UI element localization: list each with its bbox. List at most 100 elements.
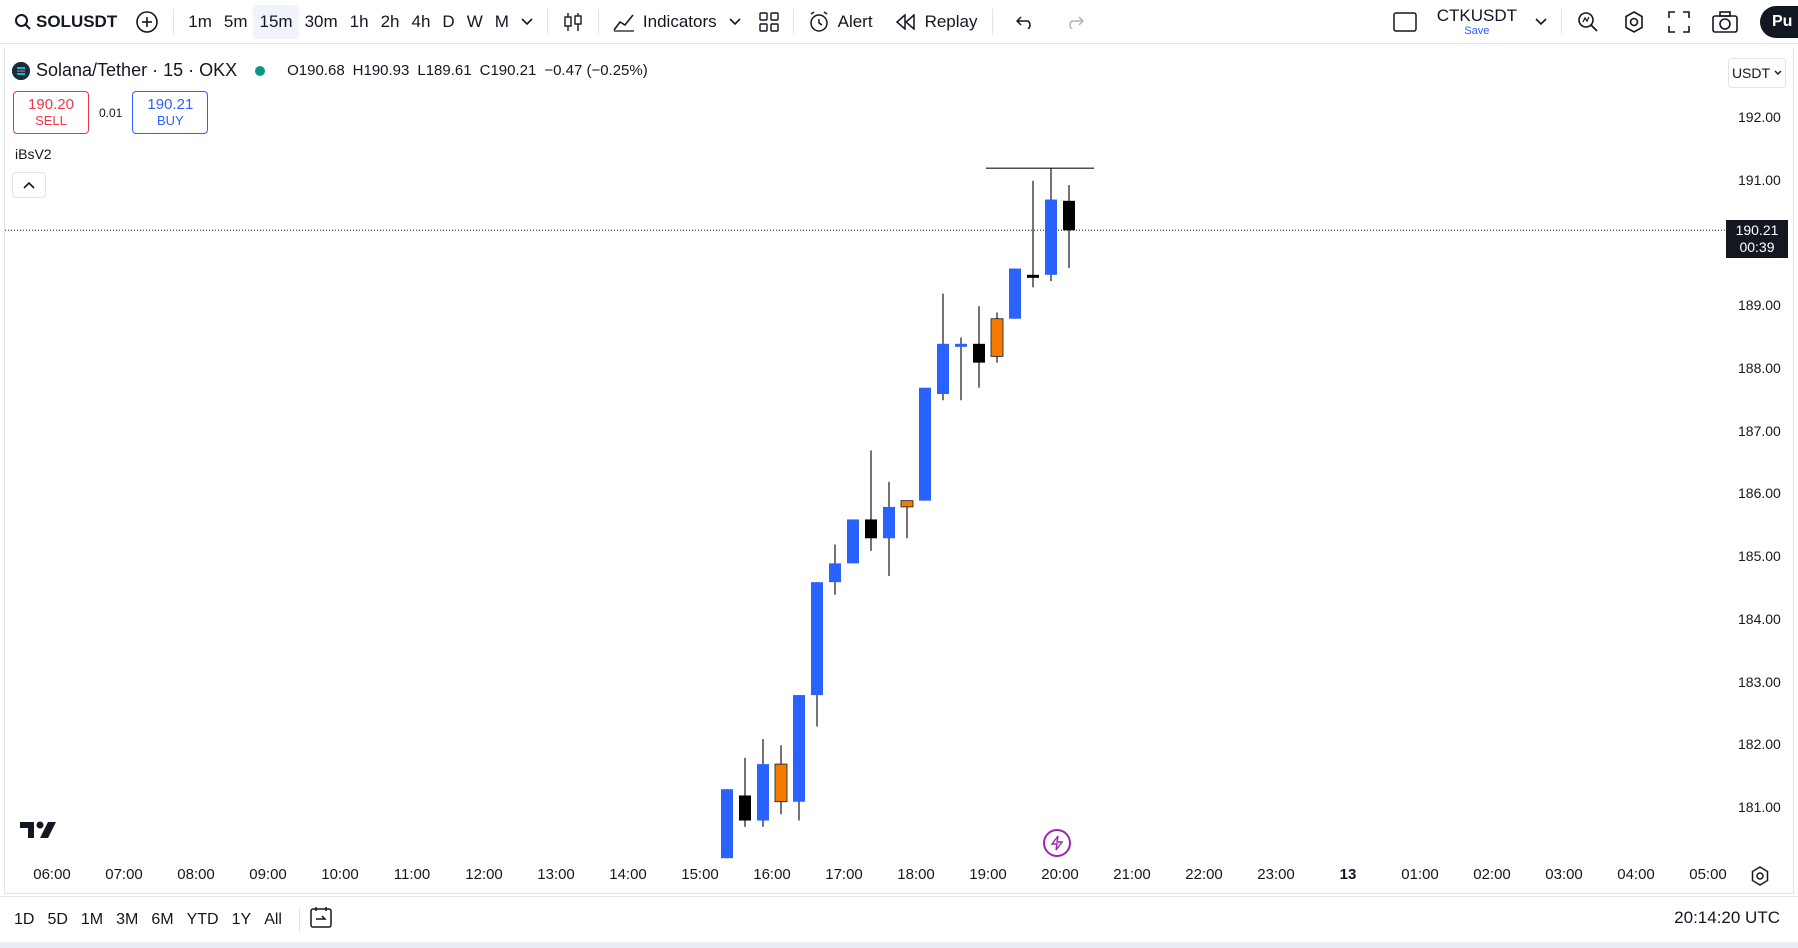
candle[interactable] [847, 519, 859, 564]
separator [173, 8, 175, 35]
quick-search-icon [1576, 10, 1600, 34]
buy-button[interactable]: 190.21 BUY [132, 91, 209, 134]
currency-dropdown[interactable]: USDT [1728, 58, 1786, 88]
interval-dropdown[interactable] [515, 5, 539, 39]
candle-countdown: 00:39 [1739, 239, 1775, 255]
time-tick-label: 01:00 [1401, 866, 1439, 883]
candle[interactable] [955, 337, 967, 401]
goto-date-button[interactable] [310, 906, 334, 933]
time-tick-label: 02:00 [1473, 866, 1511, 883]
collapse-legend-button[interactable] [12, 172, 46, 198]
candle[interactable] [883, 481, 895, 576]
price-tick-label: 189.00 [1738, 297, 1781, 314]
time-tick-label: 07:00 [105, 866, 143, 883]
settings-button[interactable] [1616, 5, 1652, 39]
range-YTD[interactable]: YTD [186, 910, 219, 928]
range-5D[interactable]: 5D [47, 910, 68, 928]
current-price-label: 190.21 00:39 [1726, 220, 1788, 258]
interval-5m[interactable]: 5m [223, 11, 248, 31]
chart-settings-button[interactable] [1750, 866, 1770, 891]
candle[interactable] [900, 500, 914, 539]
candle[interactable] [937, 293, 949, 401]
candle[interactable] [973, 306, 985, 388]
interval-1m[interactable]: 1m [188, 11, 212, 31]
layout-name-save[interactable]: CTKUSDT Save [1431, 5, 1523, 39]
interval-30m[interactable]: 30m [304, 11, 338, 31]
candle[interactable] [829, 544, 841, 595]
candle[interactable] [774, 745, 788, 815]
chevron-down-icon [729, 17, 741, 26]
time-tick-label: 09:00 [249, 866, 287, 883]
layout-button[interactable] [1387, 5, 1423, 39]
search-icon [14, 13, 32, 31]
candle[interactable] [990, 312, 1004, 363]
undo-button[interactable] [1009, 5, 1041, 39]
candle[interactable] [757, 739, 769, 827]
snapshot-button[interactable] [1706, 5, 1744, 39]
interval-4h[interactable]: 4h [411, 11, 431, 31]
top-toolbar: SOLUSDT 1m 5m 15m 30m 1h 2h 4h D W M [0, 0, 1798, 44]
range-1Y[interactable]: 1Y [231, 910, 252, 928]
separator [298, 907, 300, 932]
candle[interactable] [919, 387, 931, 501]
candle[interactable] [739, 757, 751, 827]
replay-label: Replay [924, 11, 978, 31]
candle[interactable] [1063, 185, 1075, 268]
indicator-legend[interactable]: iBsV2 [15, 146, 52, 162]
alert-button[interactable]: Alert [802, 5, 879, 39]
interval-15m[interactable]: 15m [253, 4, 299, 39]
indicators-button[interactable]: Indicators [607, 5, 723, 39]
separator [1561, 8, 1562, 35]
replay-button[interactable]: Replay [889, 5, 984, 39]
interval-W[interactable]: W [466, 11, 483, 31]
indicator-templates-dropdown[interactable] [723, 5, 747, 39]
candle-body [739, 795, 751, 821]
redo-button[interactable] [1059, 5, 1091, 39]
chevron-up-icon [23, 181, 35, 189]
candle[interactable] [721, 789, 733, 859]
quick-search-button[interactable] [1570, 5, 1606, 39]
candle-body [1045, 199, 1057, 275]
price-tick-label: 181.00 [1738, 799, 1781, 815]
redo-icon [1065, 15, 1085, 29]
layout-dropdown[interactable] [1529, 5, 1553, 39]
ohlc-open: O190.68 [287, 62, 345, 79]
chevron-down-icon [1535, 17, 1547, 26]
interval-M[interactable]: M [494, 11, 509, 31]
candle-body [1027, 274, 1039, 278]
range-3M[interactable]: 3M [116, 910, 139, 928]
candle[interactable] [1045, 168, 1057, 282]
candle-body [847, 519, 859, 564]
candle[interactable] [1027, 180, 1039, 288]
utc-clock[interactable]: 20:14:20 UTC [1674, 908, 1780, 927]
chart-type-button[interactable] [556, 5, 590, 39]
compare-button[interactable] [129, 5, 165, 39]
tradingview-logo[interactable] [18, 818, 58, 847]
sell-label: SELL [35, 112, 67, 128]
layout-grid-button[interactable] [753, 5, 785, 39]
candle[interactable] [1009, 268, 1021, 319]
interval-2h[interactable]: 2h [380, 11, 400, 31]
sell-button[interactable]: 190.20 SELL [13, 91, 89, 134]
candle[interactable] [793, 695, 805, 821]
chevron-down-icon [1774, 70, 1782, 76]
range-6M[interactable]: 6M [151, 910, 174, 928]
interval-1h[interactable]: 1h [349, 11, 369, 31]
trade-panel: 190.20 SELL 0.01 190.21 BUY [13, 91, 209, 134]
time-tick-label: 23:00 [1257, 866, 1295, 883]
fullscreen-button[interactable] [1662, 5, 1696, 39]
candle[interactable] [811, 582, 823, 727]
lightning-event-icon[interactable] [1043, 829, 1071, 857]
price-tick-label: 184.00 [1738, 610, 1781, 627]
symbol-title[interactable]: Solana/Tether · 15 · OKX [36, 60, 238, 80]
time-tick-label: 12:00 [465, 866, 503, 883]
symbol-search[interactable]: SOLUSDT [8, 5, 123, 39]
range-1M[interactable]: 1M [80, 910, 104, 928]
publish-button[interactable]: Pu [1760, 6, 1798, 38]
range-All[interactable]: All [264, 910, 282, 928]
range-1D[interactable]: 1D [14, 910, 35, 928]
interval-D[interactable]: D [442, 11, 455, 31]
candle[interactable] [865, 450, 877, 551]
